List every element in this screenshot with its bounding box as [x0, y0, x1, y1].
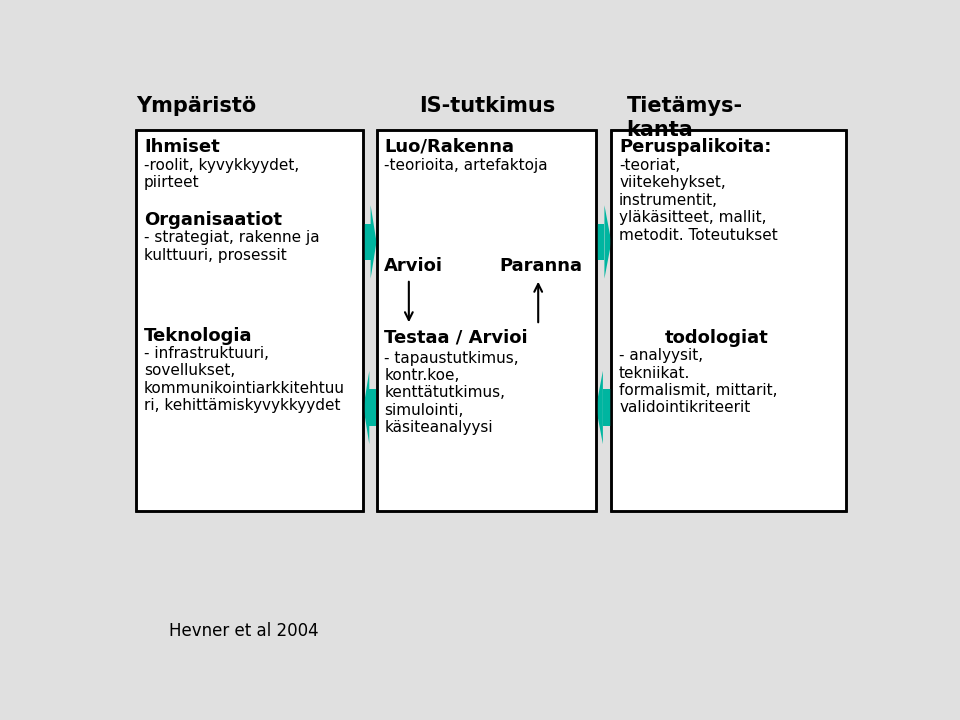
- Text: Testaa / Arvioi: Testaa / Arvioi: [384, 329, 528, 347]
- Text: - infrastruktuuri,
sovellukset,
kommunikointiarkkitehtuu
ri, kehittämiskyvykkyyd: - infrastruktuuri, sovellukset, kommunik…: [144, 346, 345, 413]
- Bar: [612, 130, 846, 511]
- Text: - analyysit,
tekniikat.
formalismit, mittarit,
validointikriteerit: - analyysit, tekniikat. formalismit, mit…: [619, 348, 778, 415]
- Bar: [612, 130, 846, 511]
- Text: Organisaatiot: Organisaatiot: [144, 211, 282, 229]
- Bar: [596, 224, 605, 260]
- Text: Luo/Rakenna: Luo/Rakenna: [384, 138, 515, 156]
- Bar: [603, 390, 612, 426]
- Text: -teorioita, artefaktoja: -teorioita, artefaktoja: [384, 158, 548, 173]
- Bar: [136, 130, 364, 511]
- Text: Ihmiset: Ihmiset: [144, 138, 220, 156]
- Text: Ympäristö: Ympäristö: [136, 96, 256, 117]
- Text: -teoriat,
viitekehykset,
instrumentit,
yläkäsitteet, mallit,
metodit. Toteutukse: -teoriat, viitekehykset, instrumentit, y…: [619, 158, 778, 243]
- Text: -roolit, kyvykkyydet,
piirteet: -roolit, kyvykkyydet, piirteet: [144, 158, 300, 190]
- Text: Tietämys-
kanta: Tietämys- kanta: [627, 96, 743, 140]
- Text: Teknologia: Teknologia: [144, 327, 252, 345]
- Text: todologiat: todologiat: [665, 329, 769, 347]
- Bar: [364, 224, 371, 260]
- Text: Hevner et al 2004: Hevner et al 2004: [169, 621, 318, 639]
- Text: IS-tutkimus: IS-tutkimus: [419, 96, 555, 117]
- Polygon shape: [364, 371, 370, 444]
- Text: Paranna: Paranna: [500, 257, 583, 275]
- Polygon shape: [605, 205, 612, 279]
- Polygon shape: [596, 371, 603, 444]
- Text: - tapaustutkimus,
kontr.koe,
kenttätutkimus,
simulointi,
käsiteanalyysi: - tapaustutkimus, kontr.koe, kenttätutki…: [384, 351, 518, 435]
- Bar: [376, 130, 596, 511]
- Text: Arvioi: Arvioi: [384, 257, 444, 275]
- Bar: [376, 130, 596, 511]
- Polygon shape: [371, 205, 376, 279]
- Text: Peruspalikoita:: Peruspalikoita:: [619, 138, 772, 156]
- Bar: [136, 130, 364, 511]
- Bar: [370, 390, 376, 426]
- Text: - strategiat, rakenne ja
kulttuuri, prosessit: - strategiat, rakenne ja kulttuuri, pros…: [144, 230, 320, 263]
